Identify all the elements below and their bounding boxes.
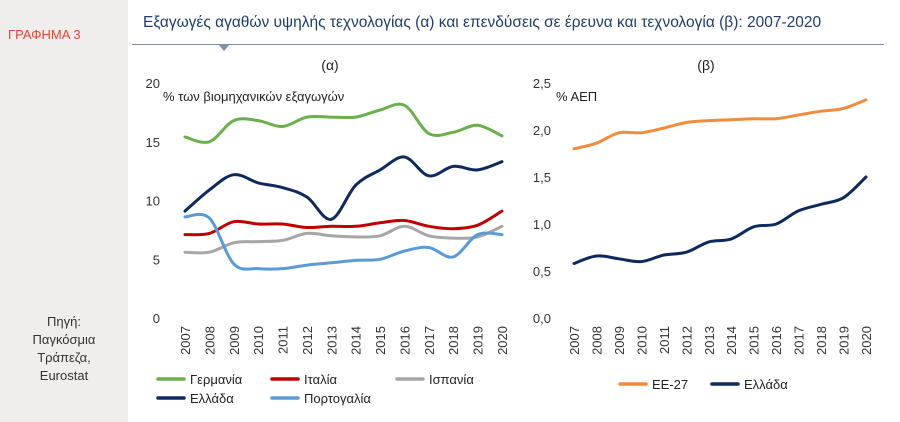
x-tick-label: 2009 <box>612 326 627 355</box>
x-tick-label: 2009 <box>227 326 242 355</box>
figure-label: ΓΡΑΦΗΜΑ 3 <box>8 27 81 42</box>
source-note: Πηγή: Παγκόσμια Τράπεζα, Eurostat <box>0 313 128 385</box>
y-axis-label: % ΑΕΠ <box>556 89 597 104</box>
series-line-a-1 <box>183 209 504 237</box>
y-tick-label: 20 <box>146 76 160 91</box>
panel-label: (α) <box>321 57 338 73</box>
series-line-a-0 <box>183 102 504 144</box>
source-line: Τράπεζα, <box>37 350 91 365</box>
y-tick-label: 5 <box>153 252 160 267</box>
source-line: Πηγή: <box>47 314 81 329</box>
y-tick-label: 0,5 <box>533 264 551 279</box>
title-divider-notch <box>218 44 230 51</box>
x-tick-label: 2018 <box>814 326 829 355</box>
x-tick-label: 2014 <box>349 326 364 355</box>
series-line-b-0 <box>572 98 868 151</box>
x-tick-label: 2011 <box>657 326 672 354</box>
x-tick-label: 2020 <box>495 326 510 355</box>
y-tick-label: 10 <box>146 194 160 209</box>
series-line-b-1 <box>572 175 868 265</box>
series-line-a-2 <box>183 224 504 255</box>
legend-label: Ελλάδα <box>190 391 234 406</box>
y-tick-label: 0 <box>153 311 160 326</box>
x-tick-label: 2015 <box>747 326 762 355</box>
x-tick-label: 2010 <box>634 326 649 355</box>
y-tick-label: 1,5 <box>533 170 551 185</box>
y-tick-label: 2,5 <box>533 76 551 91</box>
x-tick-label: 2011 <box>276 326 291 354</box>
x-tick-label: 2019 <box>471 326 486 355</box>
x-tick-label: 2019 <box>837 326 852 355</box>
x-tick-label: 2016 <box>398 326 413 355</box>
panel-label: (β) <box>697 57 714 73</box>
x-tick-label: 2008 <box>202 326 217 355</box>
x-tick-label: 2008 <box>590 326 605 355</box>
source-line: Eurostat <box>39 368 89 383</box>
x-tick-label: 2017 <box>422 326 437 355</box>
x-tick-label: 2013 <box>702 326 717 355</box>
legend-label: Γερμανία <box>190 372 243 387</box>
x-tick-label: 2017 <box>792 326 807 355</box>
y-tick-label: 1,0 <box>533 217 551 232</box>
x-tick-label: 2014 <box>724 326 739 355</box>
x-tick-label: 2018 <box>446 326 461 355</box>
sidebar-panel: ΓΡΑΦΗΜΑ 3 Πηγή: Παγκόσμια Τράπεζα, Euros… <box>0 0 128 422</box>
legend-label: Ισπανία <box>429 372 474 387</box>
x-tick-label: 2012 <box>679 326 694 355</box>
x-tick-label: 2016 <box>769 326 784 355</box>
figure-title: Εξαγωγές αγαθών υψηλής τεχνολογίας (α) κ… <box>143 14 822 31</box>
series-line-a-3 <box>183 155 504 221</box>
series-line-a-4 <box>183 212 504 271</box>
x-tick-label: 2012 <box>300 326 315 355</box>
legend-label: Πορτογαλία <box>304 391 371 406</box>
x-tick-label: 2020 <box>859 326 874 355</box>
x-tick-label: 2010 <box>251 326 266 355</box>
legend-label: ΕΕ-27 <box>652 377 688 392</box>
x-tick-label: 2013 <box>324 326 339 355</box>
y-tick-label: 2,0 <box>533 123 551 138</box>
x-tick-label: 2007 <box>567 326 582 355</box>
y-tick-label: 0,0 <box>533 311 551 326</box>
legend-label: Ιταλία <box>304 372 337 387</box>
title-divider <box>132 44 884 45</box>
x-tick-label: 2015 <box>373 326 388 355</box>
legend-label: Ελλάδα <box>744 377 788 392</box>
y-tick-label: 15 <box>146 135 160 150</box>
source-line: Παγκόσμια <box>32 332 96 347</box>
x-tick-label: 2007 <box>178 326 193 355</box>
y-axis-label: % των βιομηχανικών εξαγωγών <box>163 89 344 104</box>
